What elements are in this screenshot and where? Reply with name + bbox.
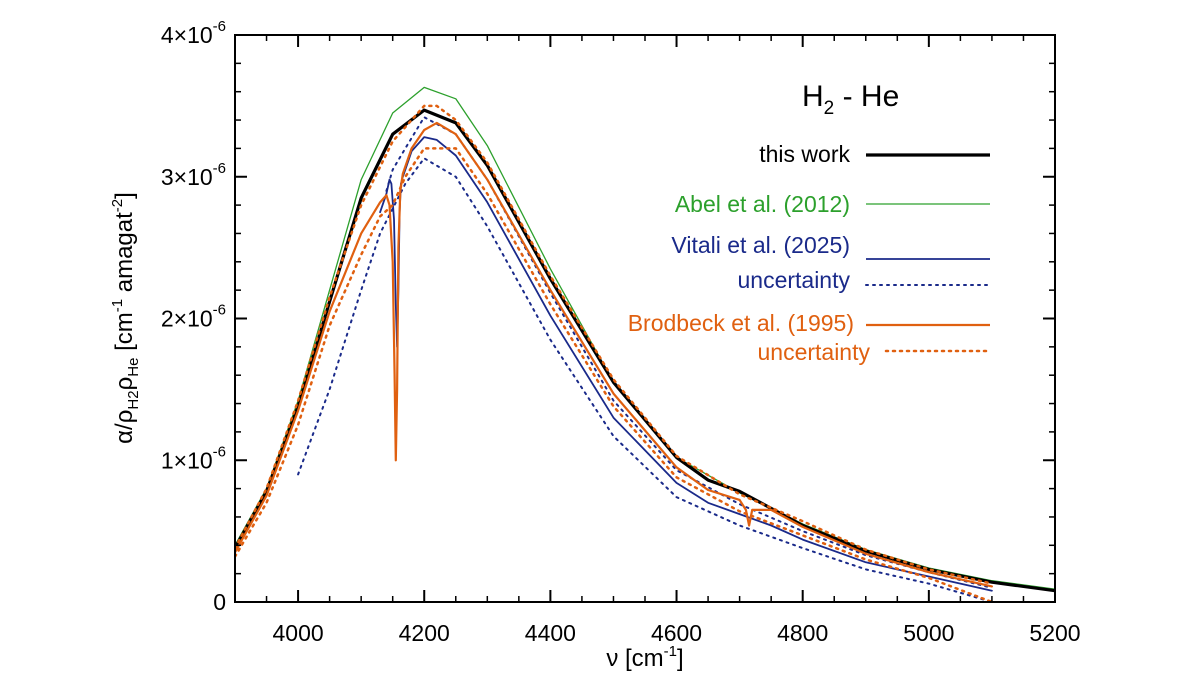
chart-title-sub: 2 bbox=[824, 98, 835, 119]
x-axis-title-tail: ] bbox=[677, 645, 684, 672]
legend: this work Abel et al. (2012) Vitali et a… bbox=[628, 141, 992, 365]
y-axis-title-amagat: amagat bbox=[111, 212, 138, 299]
y-axis-title-sub-he: He bbox=[125, 358, 142, 377]
legend-label-vitali-uncertainty: uncertainty bbox=[737, 267, 850, 293]
series-line-vitali-et-al-2025-upper bbox=[385, 116, 993, 589]
y-axis-title-sub-h2: H2 bbox=[125, 390, 142, 409]
x-axis-title: ν [cm-1] bbox=[606, 643, 683, 672]
legend-label-brodbeck: Brodbeck et al. (1995) bbox=[628, 310, 854, 336]
series-layer bbox=[235, 86, 1055, 602]
chart-title-main: H bbox=[802, 80, 824, 113]
y-axis-title-rho: ρ bbox=[111, 377, 138, 391]
x-tick-label: 4000 bbox=[272, 620, 323, 646]
series-line-brodbeck-et-al-1995-upper bbox=[235, 104, 994, 585]
series-line-vitali-et-al-2025 bbox=[379, 136, 993, 592]
y-axis-title: α/ρH2ρHe [cm-1 amagat-2] bbox=[109, 192, 142, 444]
legend-label-abel: Abel et al. (2012) bbox=[675, 191, 850, 217]
tick-layer: 4000 4200 4400 4600 4800 5000 5200 0 1×10-6 2×10-… bbox=[161, 18, 1081, 646]
y-axis-title-sup-amagat: -2 bbox=[109, 199, 126, 212]
x-tick-label: 4800 bbox=[777, 620, 828, 646]
y-axis-title-units: [cm bbox=[111, 312, 138, 357]
y-axis-title-close: ] bbox=[111, 192, 138, 199]
y-tick-label: 3×10-6 bbox=[161, 160, 226, 190]
x-tick-label: 5200 bbox=[1029, 620, 1080, 646]
series-line-brodbeck-et-al-1995-lower bbox=[235, 147, 994, 602]
y-tick-label: 2×10-6 bbox=[161, 302, 226, 332]
x-axis-title-main: ν [cm bbox=[606, 645, 663, 672]
legend-label-this-work: this work bbox=[759, 141, 850, 167]
legend-label-vitali: Vitali et al. (2025) bbox=[671, 232, 850, 258]
series-line-abel-et-al-2012 bbox=[235, 86, 1055, 590]
legend-label-brodbeck-uncertainty: uncertainty bbox=[757, 339, 870, 365]
y-axis-title-alpha: α/ρ bbox=[111, 410, 138, 444]
series-line-brodbeck-et-al-1995 bbox=[235, 121, 994, 588]
x-axis-title-sup: -1 bbox=[664, 643, 677, 660]
y-tick-label: 1×10-6 bbox=[161, 443, 226, 473]
chart-title: H2 - He bbox=[802, 80, 899, 119]
x-tick-label: 4600 bbox=[651, 620, 702, 646]
series-line-vitali-et-al-2025-lower bbox=[297, 157, 993, 602]
x-tick-label: 4200 bbox=[399, 620, 450, 646]
y-tick-label: 4×10-6 bbox=[161, 18, 226, 48]
x-tick-label: 5000 bbox=[903, 620, 954, 646]
x-tick-label: 4400 bbox=[525, 620, 576, 646]
y-tick-label: 0 bbox=[213, 589, 226, 615]
y-axis-title-sup-cm: -1 bbox=[109, 299, 126, 312]
chart-title-rest: - He bbox=[834, 80, 899, 113]
series-line-this-work bbox=[235, 108, 1055, 593]
